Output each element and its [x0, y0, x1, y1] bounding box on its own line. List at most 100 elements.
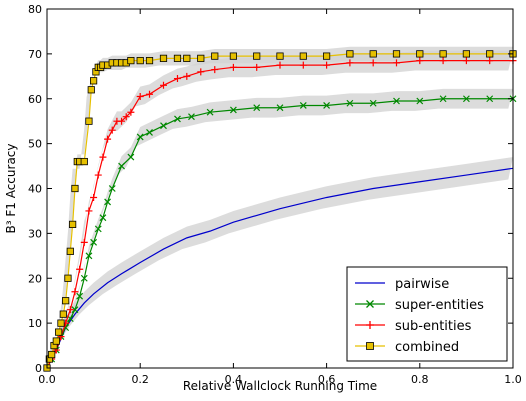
legend-entry-pairwise: pairwise — [355, 277, 449, 292]
data-point-sub-entities — [369, 59, 377, 67]
y-tick-label: 30 — [28, 227, 42, 240]
data-point-sub-entities — [211, 66, 219, 74]
data-point-sub-entities — [486, 57, 494, 65]
data-point-super-entities — [160, 122, 167, 130]
x-tick-label: 0.6 — [318, 373, 336, 386]
data-point-combined — [276, 52, 284, 60]
data-point-super-entities — [85, 252, 93, 260]
data-point-combined — [229, 52, 237, 60]
data-point-combined — [416, 50, 424, 58]
data-point-sub-entities — [108, 126, 116, 134]
data-point-super-entities — [136, 133, 144, 141]
data-point-super-entities — [118, 162, 125, 170]
data-point-combined — [211, 52, 219, 60]
data-point-super-entities — [146, 128, 153, 136]
data-point-combined — [346, 50, 354, 58]
tick-layer: 0.0 0.2 0.4 0.6 0.8 1.0 0 10 20 30 40 50 60 70 80 — [28, 3, 522, 386]
x-axis-title: Relative Wallclock Running Time — [183, 379, 377, 393]
data-point-super-entities — [76, 292, 84, 300]
data-point-combined — [159, 54, 168, 62]
y-tick-label: 80 — [28, 3, 42, 16]
x-tick-label: 0.2 — [131, 373, 149, 386]
data-point-combined — [197, 54, 205, 62]
data-point-combined — [48, 350, 56, 359]
legend-label-sub-entities: sub-entities — [395, 319, 472, 334]
data-point-super-entities — [369, 99, 377, 107]
data-point-combined — [299, 52, 307, 60]
data-point-combined — [52, 337, 60, 345]
data-point-sub-entities — [99, 153, 107, 161]
data-point-sub-entities — [160, 81, 167, 89]
data-point-sub-entities — [462, 57, 470, 65]
data-point-sub-entities — [346, 59, 354, 67]
x-tick-label: 0.0 — [38, 373, 56, 386]
data-point-combined — [87, 86, 95, 94]
series-pairwise — [46, 167, 514, 369]
data-point-sub-entities — [104, 135, 112, 143]
data-point-combined — [80, 157, 88, 166]
legend-marker — [366, 342, 374, 350]
data-point-sub-entities — [439, 57, 447, 65]
data-point-combined — [439, 50, 447, 58]
data-point-sub-entities — [253, 63, 261, 71]
data-point-sub-entities — [136, 93, 144, 101]
data-point-combined — [462, 50, 471, 58]
data-point-super-entities — [71, 306, 79, 314]
legend: pairwise super-entities sub-entities combin… — [346, 266, 508, 362]
data-point-sub-entities — [122, 113, 130, 121]
data-point-combined — [253, 52, 261, 60]
data-point-super-entities — [99, 214, 107, 222]
data-point-sub-entities — [416, 57, 424, 65]
data-point-sub-entities — [94, 171, 102, 179]
data-point-sub-entities — [71, 288, 79, 296]
x-tick-label: 0.8 — [411, 373, 429, 386]
data-point-combined — [136, 57, 144, 65]
data-point-sub-entities — [118, 117, 126, 125]
data-point-combined — [57, 319, 65, 327]
data-point-combined — [392, 50, 401, 58]
data-point-super-entities — [299, 102, 307, 109]
data-point-sub-entities — [85, 207, 93, 215]
x-tick-label: 0.4 — [225, 373, 243, 386]
data-point-super-entities — [127, 153, 135, 161]
legend-entry-combined: combined — [355, 340, 459, 355]
data-point-sub-entities — [66, 306, 74, 314]
data-point-super-entities — [90, 238, 98, 246]
data-point-sub-entities — [183, 72, 191, 80]
data-point-sub-entities — [80, 238, 88, 246]
data-point-super-entities — [462, 95, 470, 103]
legend-label-combined: combined — [395, 340, 459, 355]
data-point-sub-entities — [197, 68, 205, 76]
data-point-combined — [90, 77, 98, 85]
data-point-super-entities — [276, 104, 284, 112]
y-axis-title: B³ F1 Accuracy — [4, 144, 18, 234]
data-point-sub-entities — [173, 75, 181, 83]
data-point-combined — [369, 50, 377, 58]
data-point-sub-entities — [299, 61, 307, 69]
data-point-sub-entities — [393, 59, 400, 67]
data-point-super-entities — [229, 106, 237, 114]
data-point-combined — [59, 310, 67, 318]
data-point-combined — [173, 54, 182, 62]
legend-label-pairwise: pairwise — [395, 277, 449, 292]
data-point-combined — [486, 50, 494, 58]
data-point-super-entities — [486, 95, 494, 103]
data-point-super-entities — [416, 97, 424, 105]
data-point-combined — [85, 117, 93, 125]
data-point-combined — [64, 274, 72, 282]
y-tick-label: 50 — [28, 138, 42, 151]
data-point-sub-entities — [90, 193, 98, 201]
data-point-super-entities — [104, 198, 112, 206]
data-point-super-entities — [108, 185, 116, 192]
legend-label-super-entities: super-entities — [395, 298, 484, 313]
data-point-sub-entities — [146, 90, 154, 98]
data-point-combined — [71, 184, 79, 193]
y-tick-label: 10 — [28, 317, 42, 330]
data-point-super-entities — [393, 97, 400, 105]
data-point-sub-entities — [323, 61, 331, 69]
data-point-combined — [62, 297, 70, 305]
y-tick-label: 40 — [28, 183, 42, 196]
legend-entry-super-entities: super-entities — [355, 298, 484, 313]
data-point-sub-entities — [276, 61, 284, 69]
